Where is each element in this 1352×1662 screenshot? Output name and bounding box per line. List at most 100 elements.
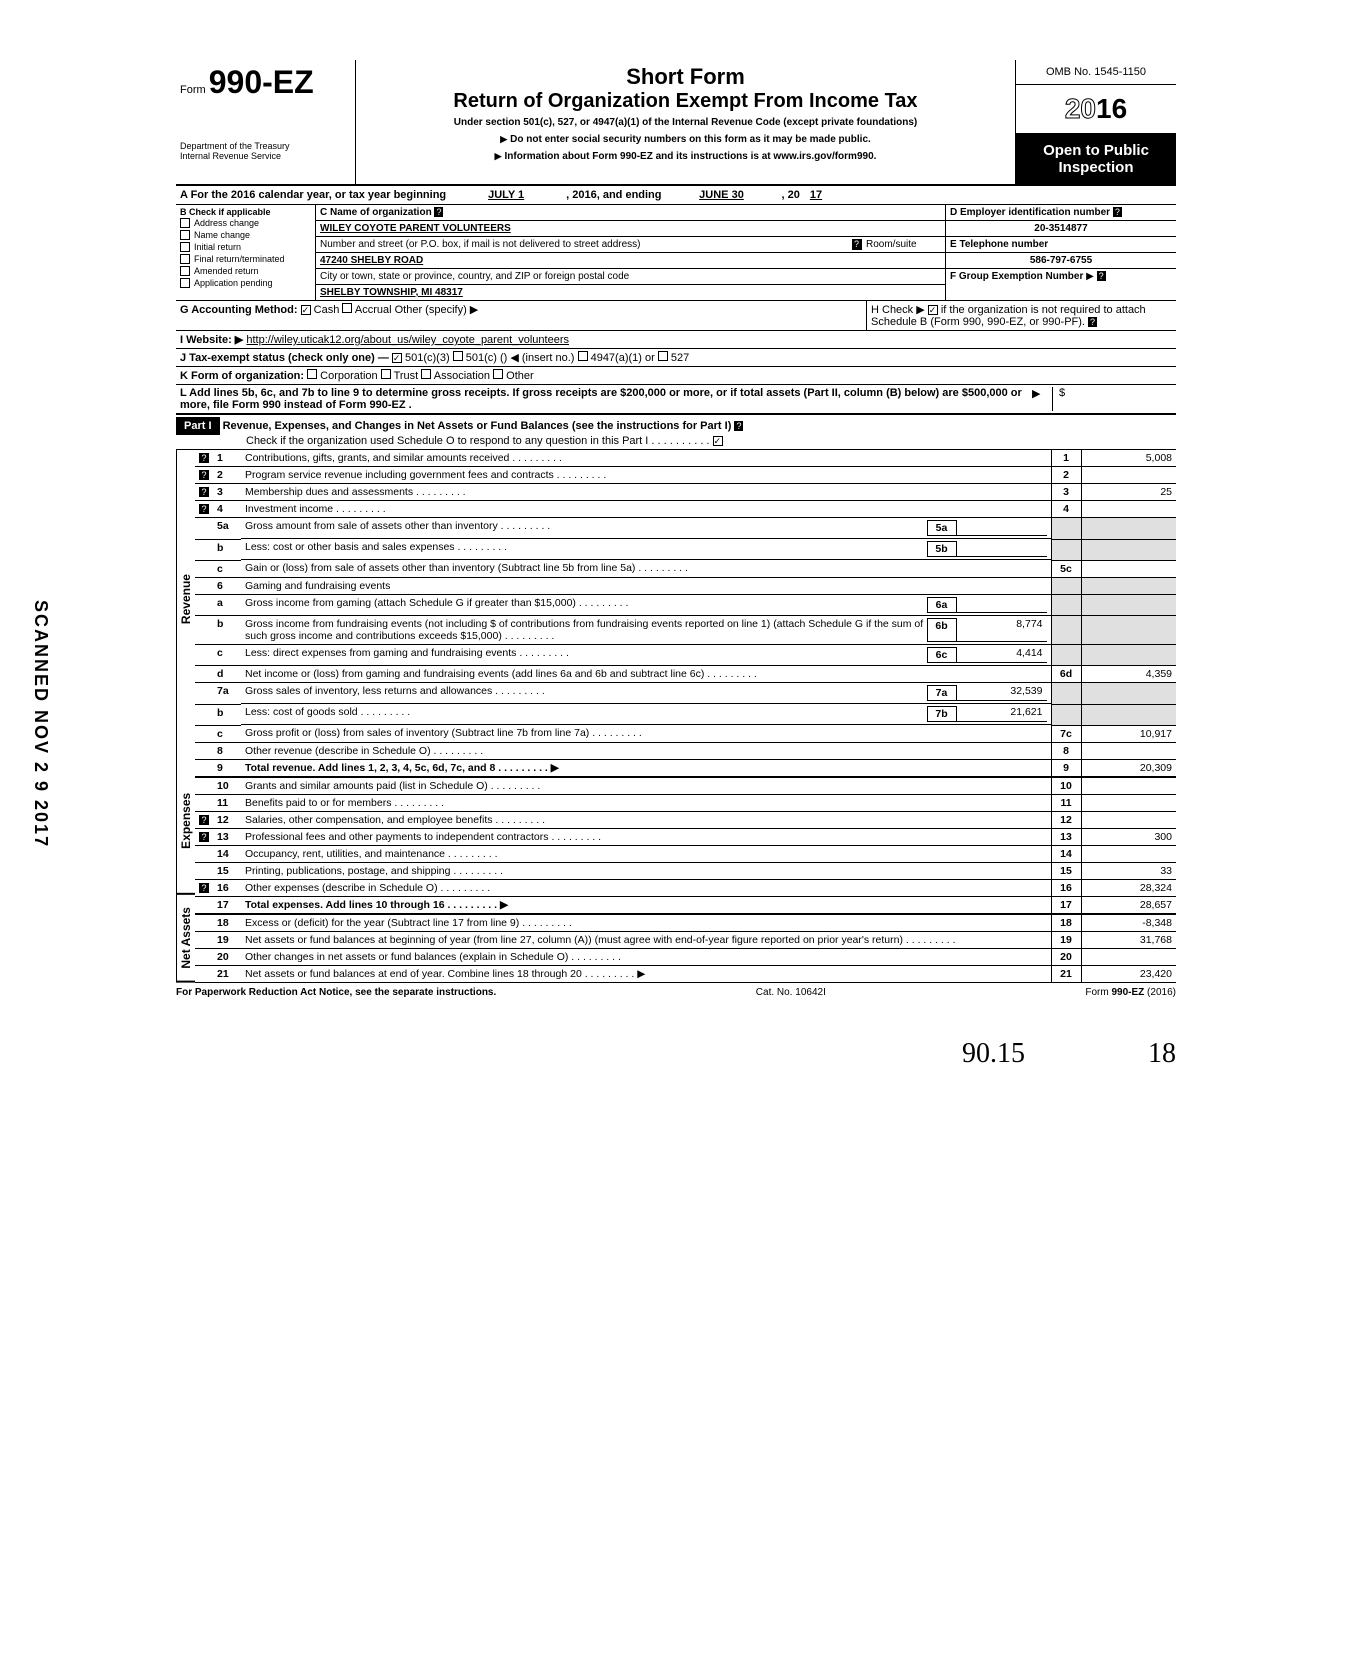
amount bbox=[1081, 845, 1176, 862]
box-number bbox=[1051, 539, 1081, 560]
box-number bbox=[1051, 577, 1081, 594]
line-desc: Gross income from gaming (attach Schedul… bbox=[241, 595, 1051, 616]
check-application-pending[interactable]: Application pending bbox=[180, 277, 311, 289]
check-other[interactable] bbox=[493, 369, 503, 379]
box-number: 17 bbox=[1051, 896, 1081, 914]
check-501c[interactable] bbox=[453, 351, 463, 361]
line-number: b bbox=[213, 539, 241, 560]
line-number: b bbox=[213, 616, 241, 645]
line-row: 18Excess or (deficit) for the year (Subt… bbox=[195, 914, 1176, 932]
line-row: 15Printing, publications, postage, and s… bbox=[195, 862, 1176, 879]
amount: 20,309 bbox=[1081, 759, 1176, 777]
line-row: ?12Salaries, other compensation, and emp… bbox=[195, 811, 1176, 828]
amount bbox=[1081, 577, 1176, 594]
inner-box: 7b bbox=[927, 706, 957, 722]
tax-exempt-label: J Tax-exempt status (check only one) — bbox=[180, 352, 389, 364]
room-label: Room/suite bbox=[861, 239, 941, 250]
help-icon[interactable]: ? bbox=[199, 883, 208, 893]
help-icon[interactable]: ? bbox=[1088, 317, 1097, 327]
box-number: 11 bbox=[1051, 794, 1081, 811]
other-specify: Other (specify) bbox=[395, 304, 467, 316]
amount bbox=[1081, 704, 1176, 725]
handwritten-page: 18 bbox=[1148, 1038, 1176, 1069]
line-desc: Gross sales of inventory, less returns a… bbox=[241, 683, 1051, 704]
line-number: 18 bbox=[213, 914, 241, 932]
line-number: 15 bbox=[213, 862, 241, 879]
lines-table: ?1Contributions, gifts, grants, and simi… bbox=[195, 450, 1176, 983]
phone: 586-797-6755 bbox=[946, 253, 1176, 269]
check-schedule-o[interactable] bbox=[713, 436, 723, 446]
section-d-header: D Employer identification number bbox=[950, 207, 1110, 218]
amount bbox=[1081, 794, 1176, 811]
box-number: 18 bbox=[1051, 914, 1081, 932]
line-desc: Net income or (loss) from gaming and fun… bbox=[241, 666, 1051, 683]
check-4947[interactable] bbox=[578, 351, 588, 361]
line-row: 14Occupancy, rent, utilities, and mainte… bbox=[195, 845, 1176, 862]
check-schedule-b[interactable] bbox=[928, 305, 938, 315]
box-number: 8 bbox=[1051, 742, 1081, 759]
inner-amount bbox=[957, 597, 1047, 613]
tax-year-end-year: 17 bbox=[800, 189, 822, 201]
inner-box: 5a bbox=[927, 520, 957, 536]
info-text: Information about Form 990-EZ and its in… bbox=[364, 151, 1007, 162]
tax-year-end-prefix: , 20 bbox=[782, 189, 800, 201]
help-icon[interactable]: ? bbox=[434, 207, 443, 217]
tax-year-mid: , 2016, and ending bbox=[566, 189, 661, 201]
line-row: bGross income from fundraising events (n… bbox=[195, 616, 1176, 645]
org-name: WILEY COYOTE PARENT VOLUNTEERS bbox=[316, 221, 945, 237]
amount bbox=[1081, 616, 1176, 645]
line-row: ?13Professional fees and other payments … bbox=[195, 828, 1176, 845]
box-number bbox=[1051, 645, 1081, 666]
box-number: 4 bbox=[1051, 501, 1081, 518]
help-icon[interactable]: ? bbox=[199, 815, 208, 825]
box-number bbox=[1051, 594, 1081, 616]
line-desc: Total revenue. Add lines 1, 2, 3, 4, 5c,… bbox=[241, 759, 1051, 777]
check-501c3[interactable] bbox=[392, 353, 402, 363]
line-desc: Gross amount from sale of assets other t… bbox=[241, 518, 1051, 539]
help-icon[interactable]: ? bbox=[852, 239, 861, 250]
check-corporation[interactable] bbox=[307, 369, 317, 379]
amount: 10,917 bbox=[1081, 725, 1176, 742]
help-icon[interactable]: ? bbox=[199, 832, 208, 842]
check-final-return[interactable]: Final return/terminated bbox=[180, 253, 311, 265]
line-number: 13 bbox=[213, 828, 241, 845]
line-number: a bbox=[213, 594, 241, 616]
check-address-change[interactable]: Address change bbox=[180, 217, 311, 229]
line-row: ?3Membership dues and assessments . . . … bbox=[195, 484, 1176, 501]
website-label: I Website: ▶ bbox=[180, 334, 243, 346]
line-row: dNet income or (loss) from gaming and fu… bbox=[195, 666, 1176, 683]
check-amended-return[interactable]: Amended return bbox=[180, 265, 311, 277]
line-number: 19 bbox=[213, 931, 241, 948]
city-label: City or town, state or province, country… bbox=[316, 269, 945, 285]
help-icon[interactable]: ? bbox=[199, 470, 208, 480]
help-icon[interactable]: ? bbox=[199, 504, 208, 514]
amount bbox=[1081, 948, 1176, 965]
box-number: 9 bbox=[1051, 759, 1081, 777]
box-number: 10 bbox=[1051, 777, 1081, 795]
ein: 20-3514877 bbox=[946, 221, 1176, 237]
check-527[interactable] bbox=[658, 351, 668, 361]
check-initial-return[interactable]: Initial return bbox=[180, 241, 311, 253]
check-name-change[interactable]: Name change bbox=[180, 229, 311, 241]
check-association[interactable] bbox=[421, 369, 431, 379]
inner-amount bbox=[957, 541, 1047, 557]
box-number: 12 bbox=[1051, 811, 1081, 828]
help-icon[interactable]: ? bbox=[734, 421, 743, 431]
help-icon[interactable]: ? bbox=[1097, 271, 1106, 281]
help-icon[interactable]: ? bbox=[199, 487, 208, 497]
amount: 33 bbox=[1081, 862, 1176, 879]
check-cash[interactable] bbox=[301, 305, 311, 315]
inner-box: 6b bbox=[927, 618, 957, 642]
line-number: 10 bbox=[213, 777, 241, 795]
tax-year-row: A For the 2016 calendar year, or tax yea… bbox=[176, 186, 1176, 205]
line-number: b bbox=[213, 704, 241, 725]
check-accrual[interactable] bbox=[342, 303, 352, 313]
line-desc: Investment income . . . . . . . . . bbox=[241, 501, 1051, 518]
check-trust[interactable] bbox=[381, 369, 391, 379]
help-icon[interactable]: ? bbox=[1113, 207, 1122, 217]
box-number bbox=[1051, 518, 1081, 540]
help-icon[interactable]: ? bbox=[199, 453, 208, 463]
line-row: ?1Contributions, gifts, grants, and simi… bbox=[195, 450, 1176, 467]
amount: 5,008 bbox=[1081, 450, 1176, 467]
line-number: 1 bbox=[213, 450, 241, 467]
